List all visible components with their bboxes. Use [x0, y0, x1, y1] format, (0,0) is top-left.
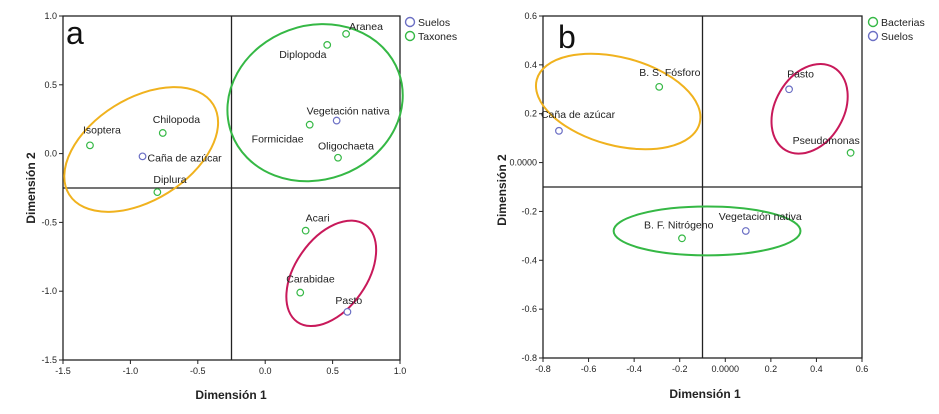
- legend-label-suelos: Suelos: [418, 17, 450, 29]
- point-label-vegetacion-nativa: Vegetación nativa: [719, 211, 802, 223]
- point-pasto: [785, 85, 793, 94]
- point-label-diplura: Diplura: [153, 174, 186, 186]
- point-label-b-f-nitrogeno: B. F. Nitrógeno: [644, 219, 714, 231]
- point-label-oligochaeta: Oligochaeta: [318, 141, 374, 153]
- y-axis-label: Dimensión 2: [495, 154, 509, 226]
- y-tick-label: 0.6: [524, 11, 537, 21]
- point-vegetacion-nativa: [332, 116, 341, 125]
- chart-panel-a: -1.5 -1.0 -0.5 0.0 0.5 1.0 -1.5 -1.0 -0.5 0.0 0.5 1…: [24, 11, 457, 402]
- point-diplopoda: [323, 40, 332, 49]
- y-tick-label: 0.0000: [509, 158, 537, 168]
- y-tick-label: -1.0: [41, 286, 57, 296]
- point-chilopoda: [158, 129, 167, 137]
- group-ellipse-3: [285, 219, 378, 328]
- legend-label-suelos: Suelos: [881, 31, 913, 43]
- group-ellipse-3: [612, 205, 802, 257]
- legend-marker-suelos: [867, 30, 879, 42]
- legend: Bacterias Suelos: [867, 16, 925, 43]
- legend-label-bacterias: Bacterias: [881, 17, 925, 29]
- point-diplura: [153, 188, 162, 197]
- point-label-aranea: Aranea: [349, 21, 383, 33]
- y-tick-label: -0.2: [521, 206, 537, 216]
- series-suelos: Caña de azúcar Pasto Vegetación nativa: [541, 68, 814, 235]
- point-label-chilopoda: Chilopoda: [153, 114, 200, 126]
- legend-label-taxones: Taxones: [418, 31, 457, 43]
- x-tick-label: 0.4: [810, 364, 823, 374]
- point-label-isoptera: Isoptera: [83, 124, 121, 136]
- y-tick-label: 0.2: [524, 109, 537, 119]
- point-isoptera: [86, 141, 94, 150]
- point-label-acari: Acari: [306, 213, 330, 225]
- y-axis-label: Dimensión 2: [24, 152, 38, 224]
- x-tick-label: 0.0: [259, 366, 272, 376]
- y-tick-label: -0.5: [41, 217, 57, 227]
- point-pasto: [343, 307, 352, 316]
- point-label-pseudomonas: Pseudomonas: [793, 135, 860, 147]
- legend-marker-suelos: [404, 16, 416, 28]
- y-tick-label: -0.6: [521, 304, 537, 314]
- group-ellipse-2: [226, 23, 404, 183]
- group-ellipse-1: [63, 86, 220, 213]
- x-tick-label: -0.5: [190, 366, 206, 376]
- panel-label: a: [66, 15, 84, 51]
- point-label-formicidae: Formicidae: [252, 134, 304, 146]
- y-tick-label: -0.8: [521, 353, 537, 363]
- y-tick-label: 1.0: [44, 11, 57, 21]
- point-carabidae: [296, 288, 305, 297]
- panel-label: b: [558, 19, 576, 55]
- x-tick-label: -0.6: [581, 364, 597, 374]
- point-label-cana-de-azucar: Caña de azúcar: [541, 109, 616, 121]
- point-pseudomonas: [846, 148, 855, 157]
- point-aranea: [342, 29, 350, 38]
- series-taxones: Aranea Diplopoda Formicidae Oligochaeta Isop…: [83, 21, 383, 297]
- x-tick-label: -0.4: [626, 364, 642, 374]
- point-b-f-nitrogeno: [678, 234, 686, 243]
- point-label-diplopoda: Diplopoda: [279, 49, 326, 61]
- x-axis-label: Dimensión 1: [669, 387, 741, 401]
- y-tick-label: -0.4: [521, 255, 537, 265]
- point-cana-de-azucar: [138, 152, 147, 161]
- series-suelos: Vegetación nativa Caña de azúcar Pasto: [138, 106, 390, 316]
- point-label-cana-de-azucar: Caña de azúcar: [148, 152, 223, 164]
- x-tick-label: 1.0: [394, 366, 407, 376]
- chart-panel-b: -0.8 -0.6 -0.4 -0.2 0.0000 0.2 0.4 0.6 -0.8 -0.6 -…: [495, 11, 925, 401]
- x-tick-label: -1.0: [123, 366, 139, 376]
- x-tick-label: -1.5: [55, 366, 71, 376]
- group-ellipse-1: [534, 52, 702, 151]
- point-acari: [301, 226, 310, 235]
- y-tick-label: 0.0: [44, 149, 57, 159]
- point-oligochaeta: [334, 153, 342, 162]
- legend-marker-bacterias: [867, 16, 879, 28]
- point-label-pasto: Pasto: [787, 68, 814, 80]
- point-label-vegetacion-nativa: Vegetación nativa: [307, 106, 390, 118]
- x-tick-label: -0.2: [672, 364, 688, 374]
- y-tick-label: 0.4: [524, 60, 537, 70]
- series-bacterias: B. S. Fósforo Pseudomonas B. F. Nitrógeno: [639, 67, 860, 243]
- point-b-s-fosforo: [655, 82, 664, 91]
- legend: Suelos Taxones: [404, 16, 457, 43]
- point-label-b-s-fosforo: B. S. Fósforo: [639, 67, 700, 79]
- x-tick-label: -0.8: [535, 364, 551, 374]
- y-tick-label: -1.5: [41, 355, 57, 365]
- x-tick-label: 0.2: [765, 364, 778, 374]
- x-axis-label: Dimensión 1: [195, 388, 267, 402]
- y-tick-label: 0.5: [44, 80, 57, 90]
- x-tick-label: 0.0000: [712, 364, 740, 374]
- legend-marker-taxones: [404, 30, 416, 42]
- x-tick-label: 0.6: [856, 364, 869, 374]
- x-tick-label: 0.5: [326, 366, 339, 376]
- point-label-carabidae: Carabidae: [286, 274, 335, 286]
- point-label-pasto: Pasto: [335, 295, 362, 307]
- group-ellipse-2: [770, 62, 849, 155]
- point-cana-de-azucar: [555, 126, 563, 135]
- point-vegetacion-nativa: [741, 227, 750, 235]
- point-formicidae: [305, 120, 314, 129]
